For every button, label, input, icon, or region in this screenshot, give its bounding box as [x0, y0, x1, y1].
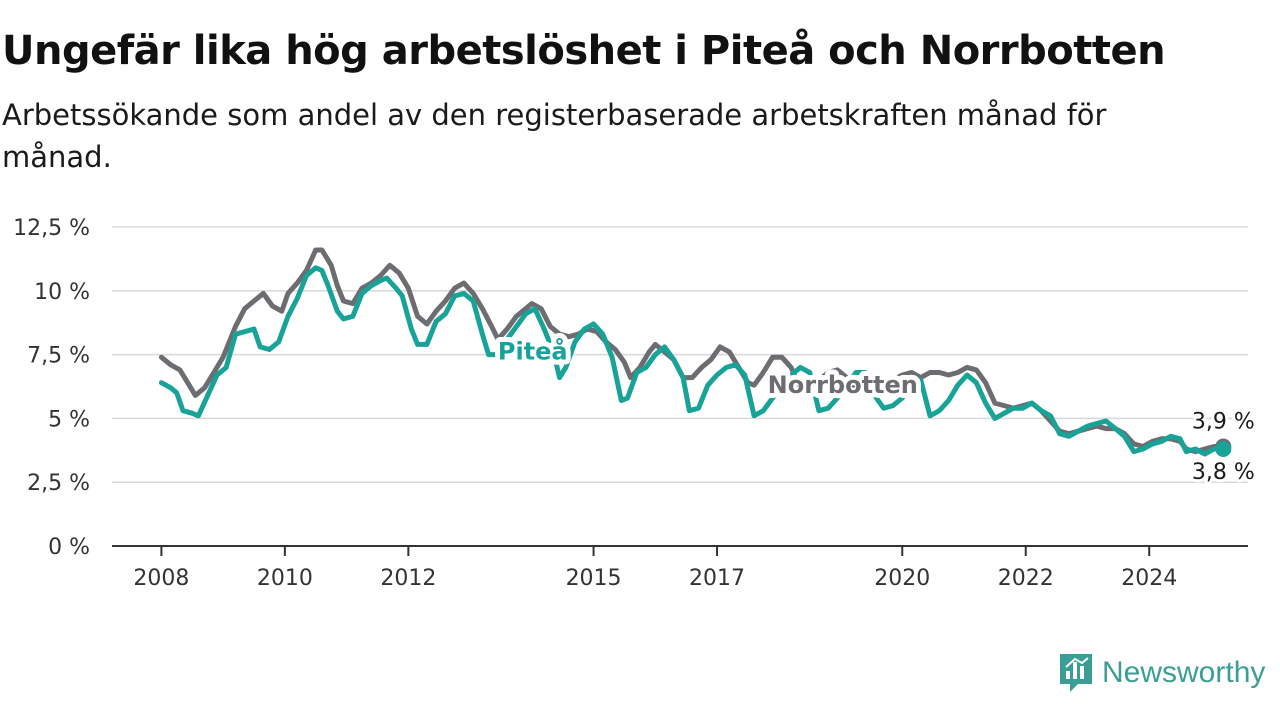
y-tick-label: 5 % — [48, 407, 90, 432]
x-tick-label: 2008 — [133, 566, 189, 591]
series-label-norrbotten: Norrbotten — [768, 371, 918, 399]
x-axis — [112, 545, 1248, 556]
y-tick-label: 2,5 % — [27, 471, 90, 496]
chart-subtitle: Arbetssökande som andel av den registerb… — [2, 98, 1107, 174]
series-label-pitea: Piteå — [498, 337, 568, 366]
y-tick-label: 12,5 % — [13, 216, 90, 241]
end-value-label-pitea: 3,8 % — [1192, 460, 1255, 485]
series-line-norrbotten — [158, 247, 1226, 455]
x-tick-label: 2010 — [257, 566, 313, 591]
x-tick-label: 2024 — [1121, 566, 1177, 591]
x-tick-label: 2017 — [689, 566, 745, 591]
grid-lines — [112, 226, 1248, 483]
x-tick-label: 2020 — [874, 566, 930, 591]
y-tick-label: 10 % — [34, 280, 90, 305]
brand: Newsworthy — [1058, 652, 1265, 694]
series-label-halo: Piteå — [498, 337, 568, 366]
end-markers: 3,9 %3,9 %3,8 %3,8 % — [1189, 406, 1258, 488]
end-value-halo: 3,9 % — [1192, 409, 1255, 434]
x-axis-labels: 2008 2010 2012 2015 2017 2020 2022 2024 — [133, 566, 1177, 591]
y-axis-labels: 0 % 2,5 % 5 % 7,5 % 10 % 12,5 % — [13, 216, 90, 560]
x-tick-label: 2015 — [566, 566, 622, 591]
end-marker-pitea — [1215, 441, 1232, 458]
x-tick-label: 2012 — [380, 566, 436, 591]
series-label-halo: Norrbotten — [768, 371, 918, 399]
y-tick-label: 0 % — [48, 535, 90, 560]
y-tick-label: 7,5 % — [27, 344, 90, 369]
chart-title: Ungefär lika hög arbetslöshet i Piteå oc… — [2, 28, 1166, 74]
end-value-halo: 3,8 % — [1192, 460, 1255, 485]
series-line-pitea — [158, 265, 1226, 457]
end-value-label-norrbotten: 3,9 % — [1192, 409, 1255, 434]
newsworthy-logo-icon — [1060, 654, 1092, 692]
x-tick-label: 2022 — [998, 566, 1054, 591]
brand-name: Newsworthy — [1102, 656, 1266, 689]
series-lines — [158, 247, 1226, 457]
